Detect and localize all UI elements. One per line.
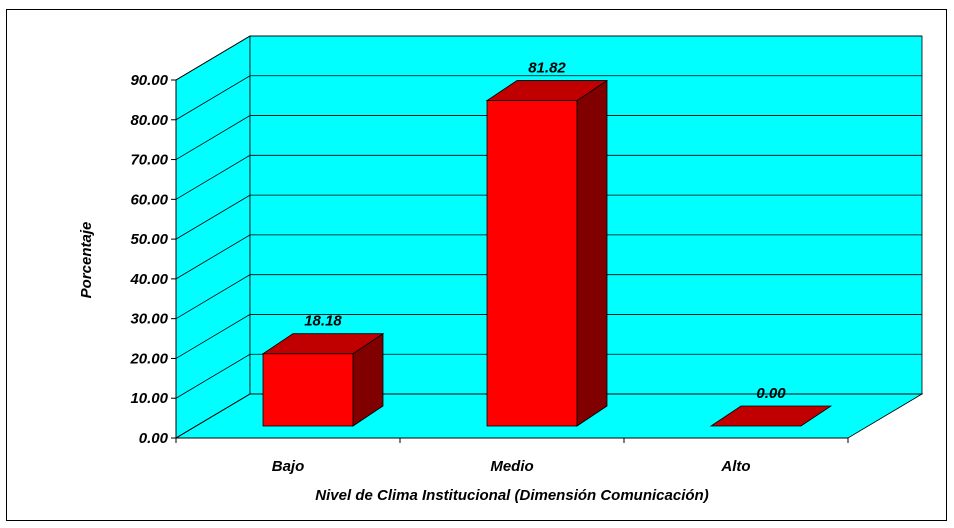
gridline bbox=[175, 314, 922, 359]
bar-medio bbox=[485, 79, 609, 427]
y-tick-label: 90.00 bbox=[130, 72, 168, 89]
y-tick-labels: 0.00 10.00 20.00 30.00 40.00 50.00 60.00 70.00 8… bbox=[129, 72, 848, 447]
gridline bbox=[175, 115, 922, 160]
y-tick-label: 60.00 bbox=[130, 191, 168, 208]
side-wall bbox=[175, 35, 251, 439]
bar-front bbox=[486, 100, 578, 427]
gridline bbox=[175, 35, 922, 81]
y-axis-label: Porcentaje bbox=[78, 222, 95, 299]
bar-alto bbox=[709, 405, 833, 427]
y-tick-label: 40.00 bbox=[129, 271, 168, 288]
gridline bbox=[175, 154, 922, 200]
bar-front bbox=[262, 353, 354, 427]
x-tick-label: Bajo bbox=[272, 458, 305, 475]
bar-bajo bbox=[261, 332, 385, 427]
gridline bbox=[175, 353, 922, 399]
gridline bbox=[175, 393, 922, 439]
y-tick-label: 0.00 bbox=[139, 430, 169, 447]
y-tick-label: 50.00 bbox=[130, 231, 168, 248]
x-axis-label: Nivel de Clima Institucional (Dimensión … bbox=[315, 487, 708, 504]
data-labels: 18.18 81.82 0.00 bbox=[304, 60, 786, 402]
gridline bbox=[175, 234, 922, 280]
gridline bbox=[175, 75, 922, 121]
y-tick-label: 30.00 bbox=[130, 311, 168, 328]
data-label: 0.00 bbox=[756, 385, 786, 402]
x-tick-labels: Bajo Medio Alto bbox=[175, 438, 849, 475]
y-tick-label: 10.00 bbox=[130, 390, 168, 407]
bar-top bbox=[709, 405, 833, 427]
y-tick-label: 70.00 bbox=[130, 152, 168, 169]
data-label: 81.82 bbox=[528, 60, 566, 77]
data-label: 18.18 bbox=[304, 313, 342, 330]
gridline bbox=[175, 274, 922, 320]
x-tick-label: Alto bbox=[720, 458, 750, 475]
bar-top bbox=[485, 80, 609, 101]
bar-top bbox=[261, 333, 385, 355]
gridlines bbox=[175, 35, 922, 439]
y-tick-label: 20.00 bbox=[129, 350, 168, 367]
bar-side bbox=[576, 79, 608, 427]
y-tick-label: 80.00 bbox=[130, 112, 168, 129]
gridline bbox=[175, 194, 922, 240]
bars bbox=[261, 79, 833, 427]
x-tick-label: Medio bbox=[490, 458, 533, 475]
